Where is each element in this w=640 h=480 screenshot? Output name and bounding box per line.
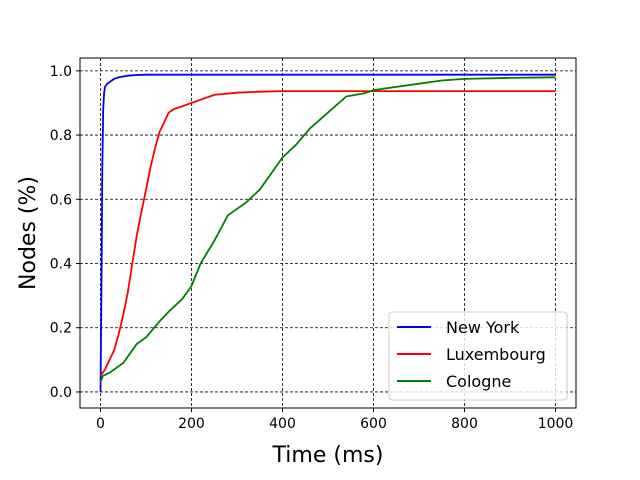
x-tick-label: 0 [96, 416, 105, 432]
legend-label: Luxembourg [446, 345, 546, 364]
series-line-cologne [99, 76, 556, 383]
legend-items: New York Luxembourg Cologne [397, 318, 546, 391]
x-axis-ticks: 0 200 400 600 800 1000 [96, 408, 573, 432]
x-tick-label: 1000 [538, 416, 574, 432]
plot-frame [79, 57, 577, 409]
legend-label: New York [446, 318, 520, 337]
x-tick-label: 200 [178, 416, 205, 432]
y-tick-label: 0.8 [50, 128, 72, 144]
legend-box [388, 311, 568, 401]
y-tick-label: 0.0 [50, 385, 72, 401]
y-tick-label: 0.4 [50, 257, 72, 273]
y-axis-ticks: 0.0 0.2 0.4 0.6 0.8 1.0 [50, 64, 80, 401]
x-axis-label: Time (ms) [272, 443, 384, 468]
plot-lines [99, 73, 556, 392]
y-tick-label: 1.0 [50, 64, 72, 80]
x-tick-label: 800 [451, 416, 478, 432]
series-line-luxembourg [99, 90, 556, 377]
y-axis-label: Nodes (%) [16, 176, 41, 290]
series-line-new-york [99, 73, 556, 392]
legend-label: Cologne [446, 372, 511, 391]
y-tick-label: 0.2 [50, 321, 72, 337]
legend: New York Luxembourg Cologne [388, 311, 568, 401]
x-tick-label: 600 [360, 416, 387, 432]
x-tick-label: 400 [269, 416, 296, 432]
y-tick-label: 0.6 [50, 192, 72, 208]
